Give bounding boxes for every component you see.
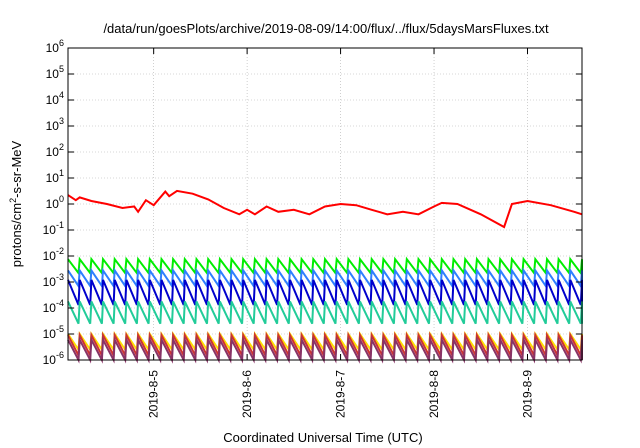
- y-tick-base: 10: [43, 353, 57, 367]
- x-axis: 2019-8-5 2019-8-6 2019-8-7 2019-8-8 2019-8-9: [147, 48, 534, 418]
- y-tick-exponent: -1: [56, 220, 64, 230]
- series-line-7: [67, 336, 583, 364]
- y-tick-label: 100: [46, 194, 64, 211]
- y-tick-label: 105: [46, 64, 64, 81]
- y-tick-base: 10: [46, 197, 60, 211]
- y-axis-label-post: -s-sr-MeV: [9, 140, 24, 197]
- y-tick-exponent: -4: [56, 298, 64, 308]
- series-line-1: [67, 256, 583, 276]
- y-tick-label: 10-4: [43, 298, 64, 315]
- x-tick-label: 2019-8-5: [147, 370, 161, 418]
- y-tick-exponent: -3: [56, 272, 64, 282]
- y-tick-base: 10: [46, 41, 60, 55]
- series-line-4: [67, 300, 583, 325]
- y-tick-base: 10: [43, 275, 57, 289]
- y-tick-label: 10-5: [43, 324, 64, 341]
- y-tick-exponent: 2: [59, 142, 64, 152]
- y-tick-base: 10: [46, 119, 60, 133]
- series-line-0: [67, 189, 583, 229]
- y-tick-label: 106: [46, 38, 64, 55]
- y-tick-base: 10: [43, 327, 57, 341]
- y-tick-label: 102: [46, 142, 64, 159]
- y-axis-label-sup: 2: [8, 198, 18, 203]
- y-tick-exponent: 4: [59, 90, 64, 100]
- y-tick-exponent: 1: [59, 168, 64, 178]
- y-tick-base: 10: [46, 145, 60, 159]
- y-tick-label: 10-3: [43, 272, 64, 289]
- y-tick-exponent: -6: [56, 350, 64, 360]
- x-axis-label: Coordinated Universal Time (UTC): [223, 430, 422, 445]
- y-axis: 10-610-510-410-310-210-11001011021031041…: [43, 38, 582, 367]
- y-tick-base: 10: [43, 249, 57, 263]
- y-tick-label: 10-1: [43, 220, 64, 237]
- y-tick-base: 10: [43, 223, 57, 237]
- y-tick-exponent: 0: [59, 194, 64, 204]
- y-tick-base: 10: [43, 301, 57, 315]
- y-axis-label: protons/cm2-s-sr-MeV: [8, 140, 24, 267]
- y-axis-label-pre: protons/cm: [9, 203, 24, 267]
- y-tick-base: 10: [46, 171, 60, 185]
- y-tick-exponent: -2: [56, 246, 64, 256]
- y-tick-label: 104: [46, 90, 64, 107]
- series-line-2: [67, 267, 583, 289]
- series-layer: [67, 189, 583, 364]
- series-line-6: [67, 331, 583, 360]
- y-tick-label: 10-2: [43, 246, 64, 263]
- y-tick-label: 10-6: [43, 350, 64, 367]
- y-tick-base: 10: [46, 93, 60, 107]
- x-tick-label: 2019-8-8: [427, 370, 441, 418]
- y-tick-label: 101: [46, 168, 64, 185]
- series-line-3: [67, 279, 583, 306]
- y-tick-base: 10: [46, 67, 60, 81]
- chart-title: /data/run/goesPlots/archive/2019-08-09/1…: [103, 21, 549, 36]
- y-tick-exponent: -5: [56, 324, 64, 334]
- y-tick-exponent: 3: [59, 116, 64, 126]
- y-tick-exponent: 5: [59, 64, 64, 74]
- x-tick-label: 2019-8-9: [520, 370, 534, 418]
- y-tick-label: 103: [46, 116, 64, 133]
- y-tick-exponent: 6: [59, 38, 64, 48]
- x-tick-label: 2019-8-7: [334, 370, 348, 418]
- x-tick-label: 2019-8-6: [240, 370, 254, 418]
